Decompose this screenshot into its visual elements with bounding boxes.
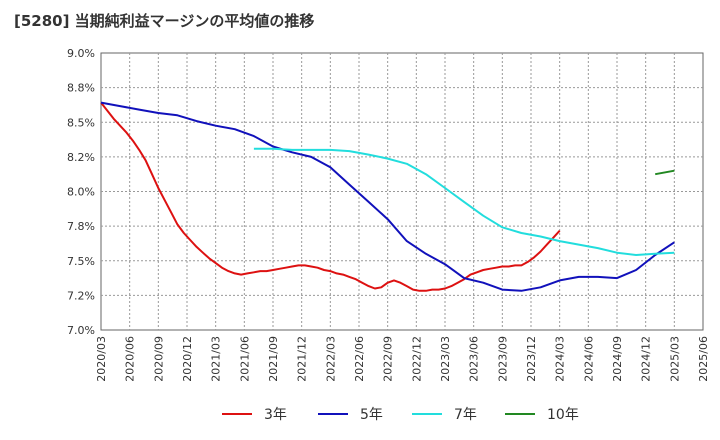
x-tick-label: 2020/09 bbox=[152, 336, 165, 382]
series-line-3 bbox=[253, 147, 675, 256]
legend: 3年 5年 7年 10年 bbox=[222, 407, 579, 423]
legend-label-2: 5年 bbox=[360, 407, 383, 423]
series-line-1 bbox=[100, 101, 561, 292]
chart-title: [5280] 当期純利益マージンの平均値の推移 bbox=[14, 12, 315, 30]
x-tick-label: 2024/09 bbox=[611, 336, 624, 382]
x-tick-label: 2022/03 bbox=[324, 336, 337, 382]
x-tick-label: 2021/03 bbox=[210, 336, 223, 382]
y-tick-label: 9.0% bbox=[67, 47, 95, 60]
x-tick-label: 2020/12 bbox=[181, 336, 194, 382]
x-tick-label: 2021/06 bbox=[238, 336, 251, 382]
x-tick-label: 2022/09 bbox=[382, 336, 395, 382]
x-tick-label: 2023/03 bbox=[439, 336, 452, 382]
x-tick-label: 2021/09 bbox=[267, 336, 280, 382]
y-tick-label: 8.0% bbox=[67, 186, 95, 199]
y-tick-label: 7.0% bbox=[67, 324, 95, 337]
x-tick-label: 2023/09 bbox=[496, 336, 509, 382]
x-tick-label: 2025/03 bbox=[668, 336, 681, 382]
grid-layer bbox=[101, 53, 703, 330]
y-tick-label: 8.2% bbox=[67, 151, 95, 164]
x-tick-label: 2025/06 bbox=[697, 336, 710, 382]
x-tick-labels: 2020/03 2020/06 2020/09 2020/12 2021/03 2021/… bbox=[95, 336, 710, 382]
x-tick-label: 2022/12 bbox=[410, 336, 423, 382]
x-tick-label: 2020/06 bbox=[124, 336, 137, 382]
x-tick-label: 2020/03 bbox=[95, 336, 108, 382]
x-tick-label: 2024/12 bbox=[640, 336, 653, 382]
y-tick-label: 7.8% bbox=[67, 220, 95, 233]
y-tick-label: 7.2% bbox=[67, 289, 95, 302]
y-tick-labels: 9.0% 8.8% 8.5% 8.2% 8.0% 7.8% 7.5% 7.2% 7.0% bbox=[67, 47, 95, 337]
legend-label-1: 3年 bbox=[264, 407, 287, 423]
x-tick-label: 2022/06 bbox=[353, 336, 366, 382]
series-line-2 bbox=[100, 101, 675, 292]
x-tick-label: 2021/12 bbox=[296, 336, 309, 382]
x-tick-label: 2023/12 bbox=[525, 336, 538, 382]
x-tick-label: 2024/03 bbox=[554, 336, 567, 382]
y-tick-label: 8.5% bbox=[67, 116, 95, 129]
x-tick-label: 2024/06 bbox=[582, 336, 595, 382]
y-tick-label: 7.5% bbox=[67, 255, 95, 268]
y-tick-label: 8.8% bbox=[67, 82, 95, 95]
legend-label-3: 7年 bbox=[454, 407, 477, 423]
legend-label-4: 10年 bbox=[547, 407, 579, 423]
x-tick-label: 2023/06 bbox=[468, 336, 481, 382]
series-line-4 bbox=[655, 169, 675, 176]
series-layer bbox=[100, 101, 675, 292]
